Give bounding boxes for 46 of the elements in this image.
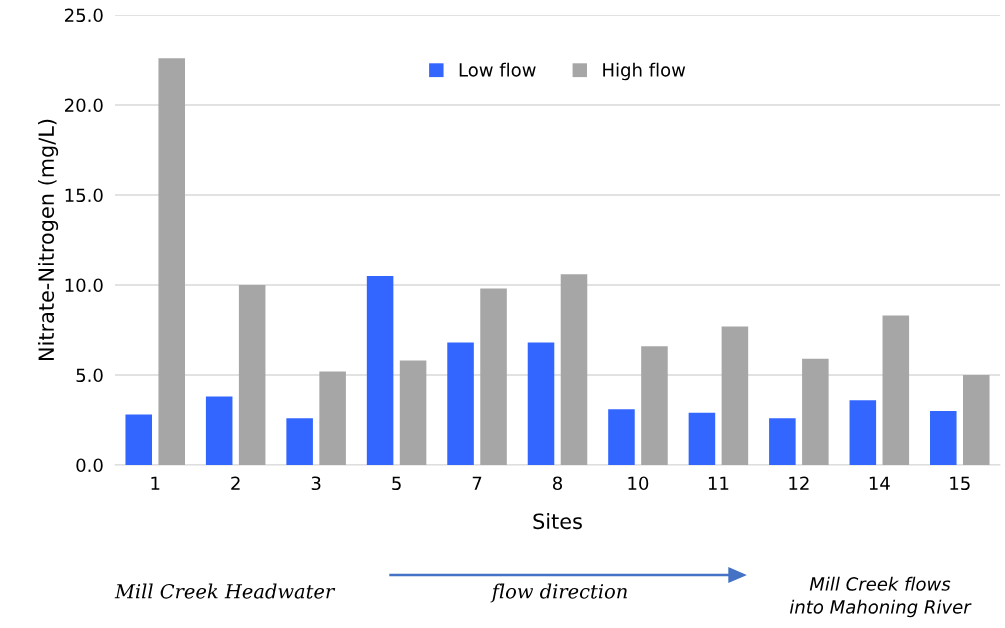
- y-tick-label: 0.0: [76, 458, 103, 473]
- y-tick-label: 25.0: [65, 8, 103, 23]
- bar: [158, 58, 185, 465]
- bar: [849, 400, 877, 465]
- bar: [802, 358, 829, 465]
- y-tick-label: 20.0: [65, 98, 103, 113]
- bar: [721, 326, 749, 465]
- x-tick-label: 15: [950, 476, 970, 491]
- bar: [447, 342, 474, 465]
- legend-label: High flow: [603, 62, 686, 81]
- legend-label: Low flow: [459, 62, 536, 77]
- x-tick-label: 14: [869, 476, 890, 490]
- bar: [480, 288, 507, 465]
- x-tick-label: 12: [789, 476, 809, 490]
- x-tick-label: 2: [231, 476, 240, 490]
- bar: [641, 346, 668, 465]
- bar: [527, 342, 555, 465]
- y-tick-label: 5.0: [76, 368, 103, 383]
- x-tick-label: 8: [552, 476, 563, 491]
- x-tick-label: 1: [151, 476, 160, 490]
- x-axis-title: Sites: [533, 513, 582, 530]
- x-tick-label: 10: [628, 476, 649, 491]
- x-tick-label: 3: [311, 476, 321, 491]
- bar: [962, 375, 990, 465]
- x-tick-label: 5: [392, 476, 401, 491]
- bar: [238, 285, 266, 465]
- x-tick-label: 7: [472, 476, 482, 490]
- bar: [205, 396, 233, 465]
- y-tick-label: 10.0: [65, 278, 103, 293]
- text: Mill Creek Headwater: [114, 583, 336, 599]
- bar: [930, 411, 957, 465]
- text: flow direction: [490, 583, 627, 603]
- x-tick-label: 11: [708, 476, 729, 490]
- bar: [688, 412, 716, 465]
- bar: [125, 414, 153, 465]
- bar: [366, 276, 394, 465]
- y-tick-label: 15.0: [65, 188, 103, 203]
- text: Mill Creek flows into Mahoning River: [789, 576, 972, 618]
- bar: [608, 409, 635, 465]
- y-axis-title: Nitrate-Nitrogen (mg/L): [37, 119, 59, 360]
- bar: [560, 274, 588, 465]
- bar: [769, 418, 796, 465]
- bar: [319, 371, 346, 465]
- bar: [399, 360, 427, 465]
- bar: [286, 418, 313, 465]
- bar: [882, 315, 910, 465]
